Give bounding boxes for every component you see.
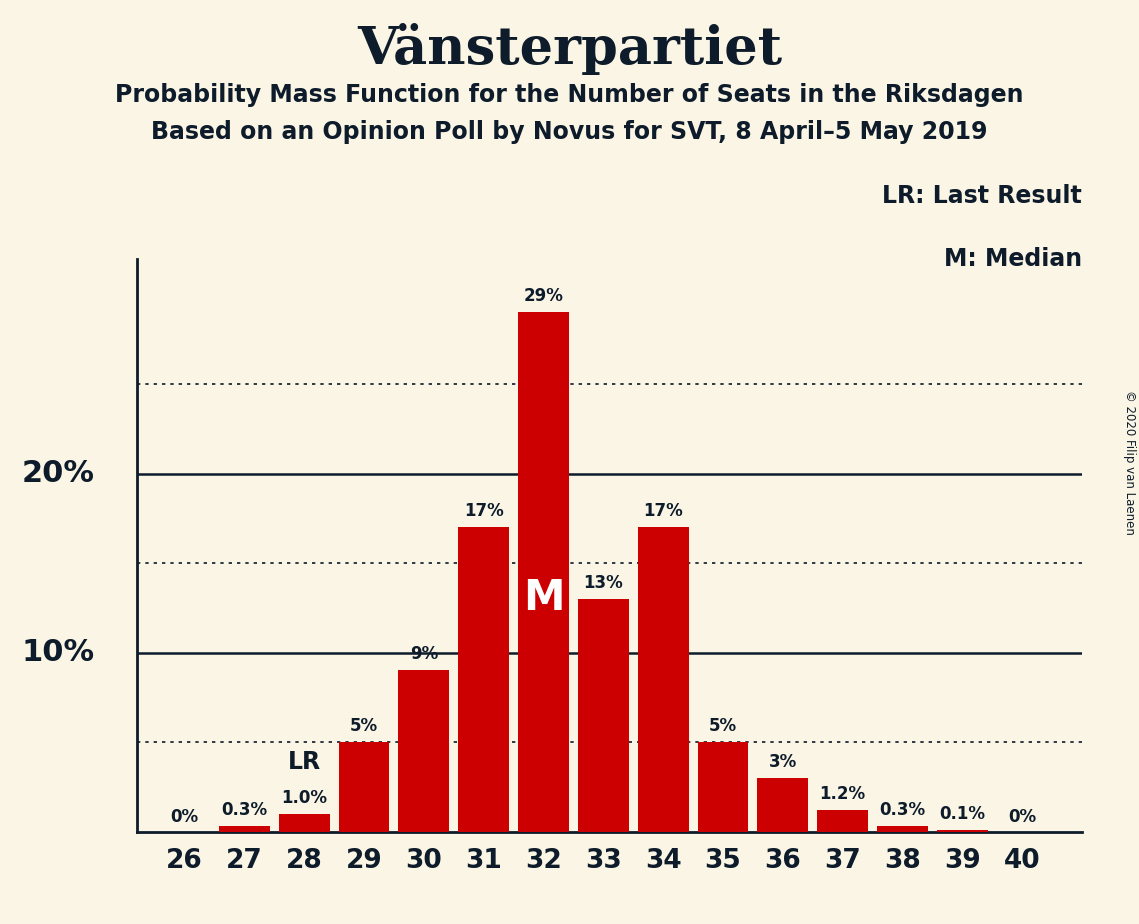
Text: 17%: 17% — [464, 502, 503, 520]
Text: Probability Mass Function for the Number of Seats in the Riksdagen: Probability Mass Function for the Number… — [115, 83, 1024, 107]
Text: 9%: 9% — [410, 645, 439, 663]
Bar — [877, 826, 928, 832]
Text: 0.3%: 0.3% — [879, 801, 926, 819]
Bar — [338, 742, 390, 832]
Bar — [937, 830, 988, 832]
Bar — [399, 671, 449, 832]
Text: 0%: 0% — [171, 808, 198, 826]
Bar — [757, 778, 809, 832]
Bar — [279, 814, 329, 832]
Text: 20%: 20% — [22, 459, 95, 488]
Text: © 2020 Filip van Laenen: © 2020 Filip van Laenen — [1123, 390, 1137, 534]
Text: 0.3%: 0.3% — [221, 801, 268, 819]
Text: 17%: 17% — [644, 502, 683, 520]
Text: LR: LR — [288, 750, 321, 774]
Text: 13%: 13% — [583, 574, 623, 591]
Bar — [577, 599, 629, 832]
Text: 1.2%: 1.2% — [820, 785, 866, 803]
Text: Based on an Opinion Poll by Novus for SVT, 8 April–5 May 2019: Based on an Opinion Poll by Novus for SV… — [151, 120, 988, 144]
Bar — [818, 810, 868, 832]
Text: 5%: 5% — [708, 717, 737, 735]
Text: LR: Last Result: LR: Last Result — [883, 184, 1082, 208]
Bar — [518, 312, 570, 832]
Bar — [219, 826, 270, 832]
Text: 3%: 3% — [769, 753, 797, 771]
Text: Vänsterpartiet: Vänsterpartiet — [357, 23, 782, 75]
Text: 10%: 10% — [21, 638, 95, 667]
Text: 29%: 29% — [524, 287, 564, 305]
Text: M: Median: M: Median — [944, 248, 1082, 272]
Text: 0.1%: 0.1% — [940, 805, 985, 822]
Text: 1.0%: 1.0% — [281, 788, 327, 807]
Bar — [697, 742, 748, 832]
Text: 5%: 5% — [350, 717, 378, 735]
Bar — [458, 528, 509, 832]
Text: 0%: 0% — [1008, 808, 1036, 826]
Text: M: M — [523, 577, 564, 619]
Bar — [638, 528, 689, 832]
